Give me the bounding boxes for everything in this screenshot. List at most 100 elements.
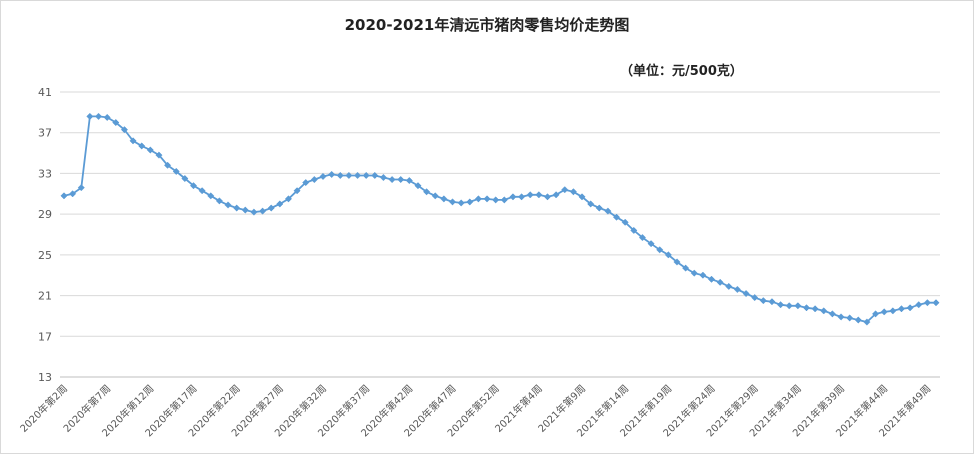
data-point xyxy=(319,172,327,181)
data-point xyxy=(595,204,603,212)
data-point xyxy=(725,282,733,290)
data-point xyxy=(60,192,68,200)
data-point xyxy=(811,305,819,313)
data-point xyxy=(129,137,137,145)
y-tick-label: 21 xyxy=(38,290,52,303)
data-point xyxy=(820,307,828,315)
data-point xyxy=(621,218,629,226)
data-point xyxy=(448,198,457,206)
data-point xyxy=(353,171,362,180)
data-point xyxy=(872,310,880,318)
data-point xyxy=(897,305,906,313)
data-point xyxy=(638,234,647,242)
data-point xyxy=(863,318,871,326)
data-point xyxy=(414,182,422,190)
data-point xyxy=(587,200,595,208)
data-point xyxy=(500,196,508,204)
data-point xyxy=(604,207,612,215)
data-point xyxy=(751,294,759,302)
y-tick-label: 25 xyxy=(38,249,52,262)
data-point xyxy=(146,146,154,154)
data-point xyxy=(802,304,811,312)
data-point xyxy=(233,204,241,212)
data-point xyxy=(284,195,293,203)
chart-title: 2020-2021年清远市猪肉零售均价走势图 xyxy=(344,16,630,34)
data-point xyxy=(647,240,655,248)
data-point xyxy=(733,285,741,294)
data-point xyxy=(466,198,474,206)
data-point xyxy=(932,299,940,307)
data-point xyxy=(673,258,681,266)
data-point xyxy=(423,188,431,196)
data-point xyxy=(682,264,690,272)
data-point xyxy=(388,175,396,184)
data-point xyxy=(518,193,526,201)
series-line xyxy=(63,115,936,323)
y-tick-label: 13 xyxy=(38,371,52,384)
data-point xyxy=(906,304,914,312)
data-point xyxy=(405,177,413,185)
data-point xyxy=(164,161,172,169)
data-point xyxy=(561,186,569,194)
x-axis: 2020年第2周2020年第7周2020年第12周2020年第17周2020年第… xyxy=(17,376,940,439)
data-point xyxy=(552,191,560,199)
gridlines xyxy=(60,91,940,378)
data-point xyxy=(578,193,586,201)
data-point xyxy=(336,171,344,180)
data-point xyxy=(397,175,405,184)
data-point xyxy=(138,142,146,150)
data-point xyxy=(543,193,552,201)
data-point xyxy=(785,302,793,310)
data-point xyxy=(440,195,448,203)
data-point xyxy=(371,171,379,180)
data-point xyxy=(94,112,103,120)
data-point xyxy=(155,151,163,159)
data-point xyxy=(250,208,258,216)
data-point xyxy=(923,299,931,307)
data-point xyxy=(664,251,672,259)
data-point xyxy=(69,190,77,198)
data-point xyxy=(742,289,750,298)
data-point xyxy=(362,171,370,180)
data-point xyxy=(777,301,785,309)
data-point xyxy=(224,201,232,209)
data-point xyxy=(198,187,206,195)
data-point xyxy=(880,308,888,316)
data-point xyxy=(457,199,465,207)
data-point xyxy=(716,278,724,286)
data-point xyxy=(120,126,128,134)
data-point xyxy=(241,206,249,214)
data-point xyxy=(613,213,621,221)
y-tick-label: 17 xyxy=(38,330,52,343)
data-point xyxy=(259,207,267,215)
data-point xyxy=(379,173,387,182)
series-group xyxy=(60,112,940,326)
data-point xyxy=(690,269,698,277)
data-point xyxy=(699,271,707,279)
data-point xyxy=(915,301,923,309)
data-point xyxy=(112,118,120,127)
data-point xyxy=(267,204,275,212)
y-axis: 13 17 21 25 29 33 37 41 xyxy=(38,86,52,384)
data-point xyxy=(103,113,111,121)
data-point xyxy=(768,298,776,306)
data-point xyxy=(293,187,301,195)
data-point xyxy=(172,167,180,175)
data-point xyxy=(630,226,638,234)
data-point xyxy=(526,191,534,199)
data-point xyxy=(310,175,318,184)
y-tick-label: 41 xyxy=(38,86,52,99)
data-point xyxy=(707,275,716,283)
data-point xyxy=(189,182,198,190)
data-point xyxy=(569,188,577,196)
data-point xyxy=(77,184,85,192)
y-tick-label: 33 xyxy=(38,167,52,180)
y-tick-label: 29 xyxy=(38,208,52,221)
data-point xyxy=(535,191,543,199)
data-point xyxy=(828,310,836,318)
unit-label: （单位：元/500克） xyxy=(620,64,743,79)
data-point xyxy=(302,179,310,187)
data-point xyxy=(759,297,767,305)
data-point xyxy=(837,313,845,321)
